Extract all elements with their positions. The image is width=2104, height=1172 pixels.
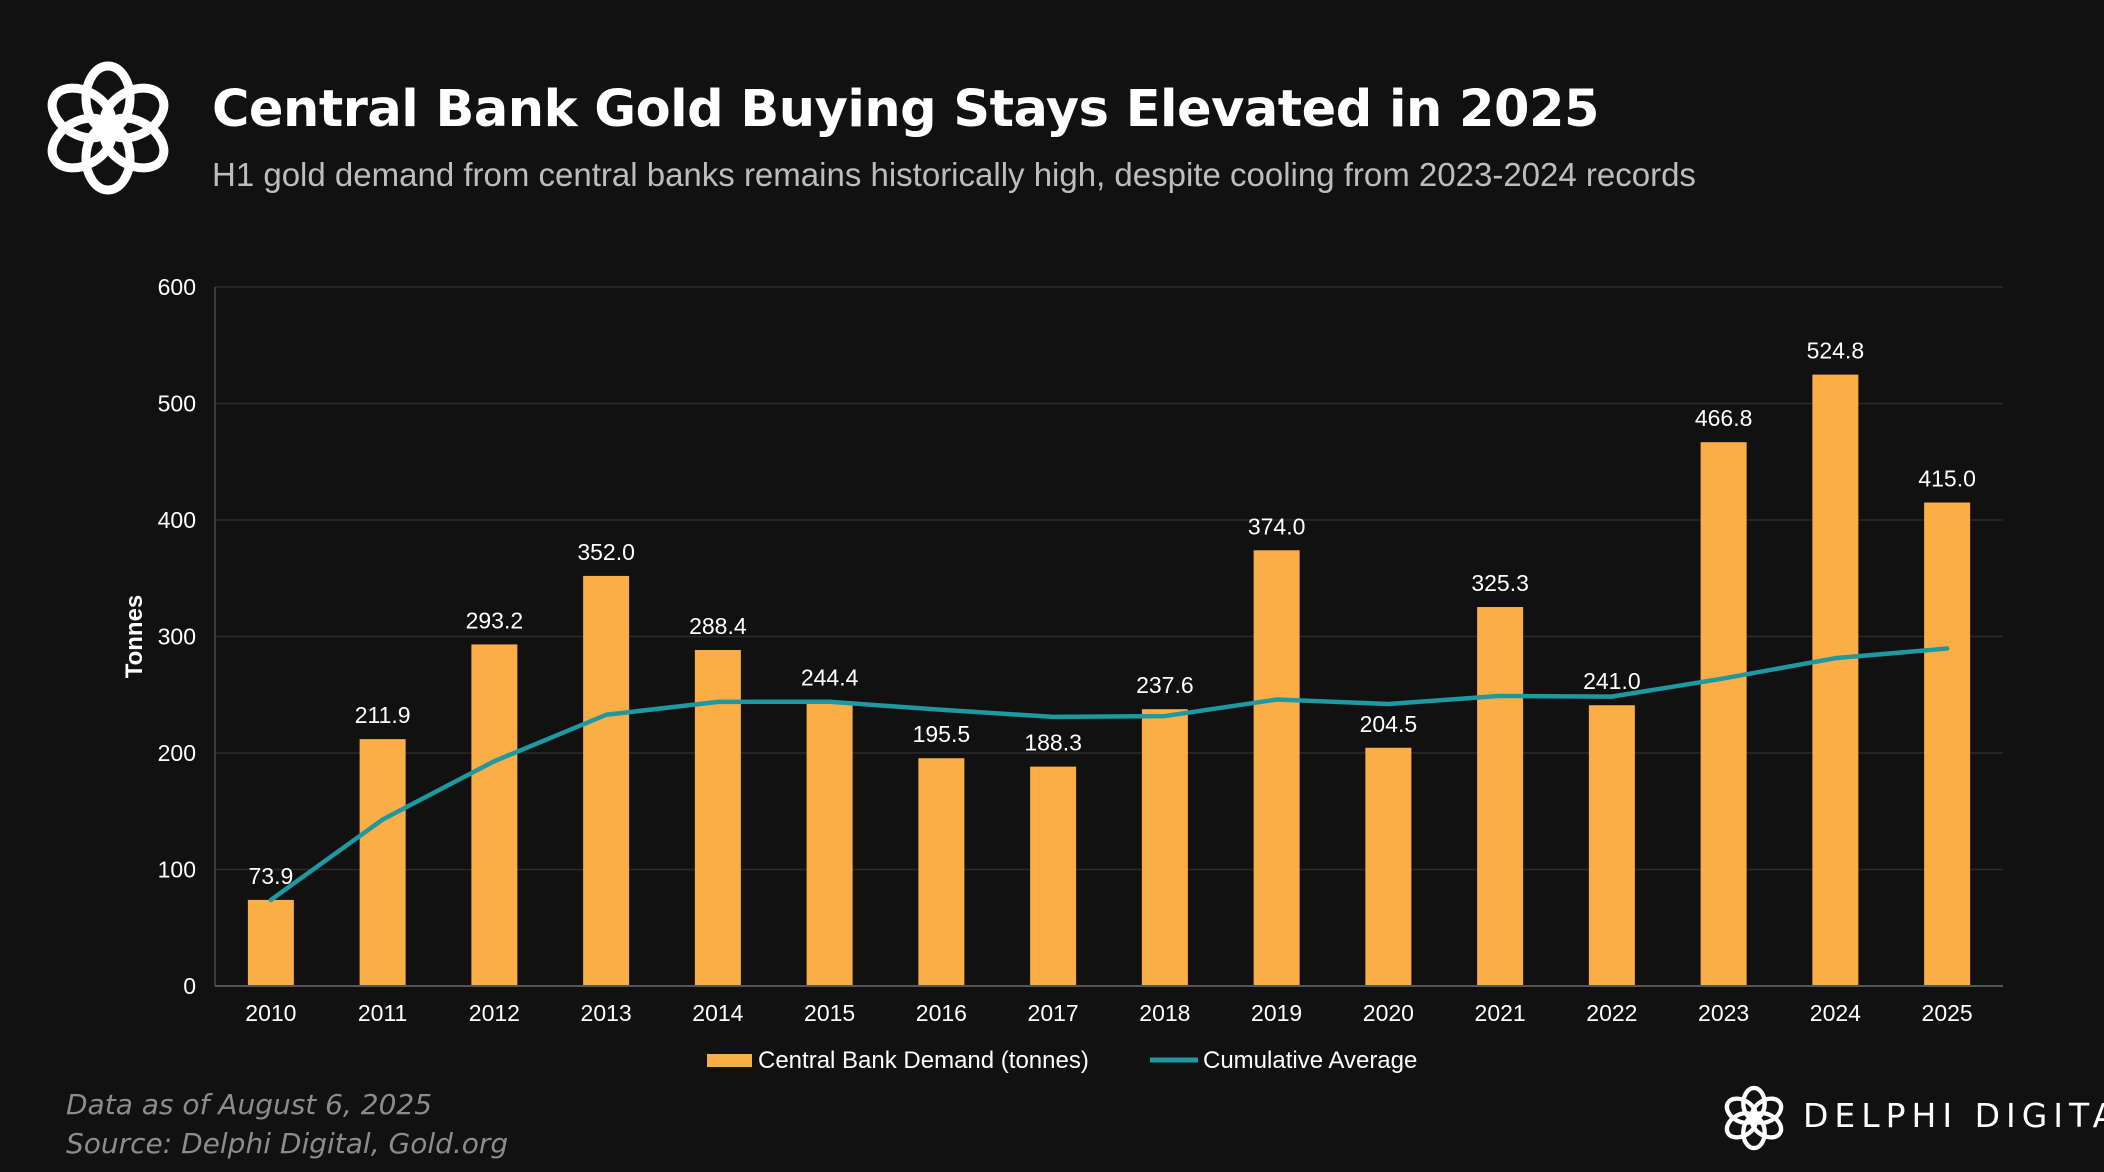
source-note: Source: Delphi Digital, Gold.org — [66, 1127, 509, 1160]
data-label: 374.0 — [1248, 513, 1306, 539]
bar — [1141, 709, 1188, 986]
y-axis: 0 100 200 300 400 500 600 Tonnes — [121, 274, 216, 999]
delphi-logo-icon — [47, 61, 169, 195]
data-label: 244.4 — [801, 664, 859, 690]
data-label: 325.3 — [1471, 570, 1529, 596]
x-tick-label: 2012 — [469, 1000, 520, 1026]
y-tick-label: 300 — [158, 624, 196, 650]
bar — [247, 899, 294, 986]
bar — [694, 650, 741, 986]
data-label: 415.0 — [1918, 466, 1976, 492]
y-axis-label: Tonnes — [121, 595, 148, 679]
x-tick-label: 2017 — [1028, 1000, 1079, 1026]
bar — [583, 575, 630, 986]
bar — [1924, 502, 1971, 986]
brand-name: DELPHI DIGITAL — [1803, 1096, 2104, 1135]
bar — [1365, 747, 1412, 986]
bar — [806, 701, 853, 986]
x-tick-label: 2022 — [1586, 1000, 1637, 1026]
x-tick-label: 2014 — [692, 1000, 743, 1026]
data-date-note: Data as of August 6, 2025 — [66, 1088, 433, 1121]
legend-bar-label: Central Bank Demand (tonnes) — [758, 1047, 1089, 1074]
bars — [247, 374, 1971, 987]
data-label: 466.8 — [1695, 405, 1753, 431]
bar — [1700, 442, 1747, 987]
data-labels: 73.9 211.9 293.2 352.0 288.4 244.4 195.5 188.3 2… — [248, 338, 1975, 889]
data-label: 211.9 — [355, 702, 411, 728]
data-label: 241.0 — [1583, 668, 1641, 694]
y-tick-label: 200 — [158, 740, 196, 766]
y-tick-label: 400 — [158, 507, 196, 533]
data-label: 204.5 — [1360, 711, 1418, 737]
data-label: 288.4 — [689, 613, 747, 639]
bar — [1253, 550, 1300, 986]
y-tick-label: 0 — [183, 973, 196, 999]
x-tick-label: 2021 — [1475, 1000, 1526, 1026]
legend-bar-swatch — [707, 1054, 752, 1067]
legend-line-label: Cumulative Average — [1203, 1047, 1417, 1074]
y-tick-label: 100 — [158, 857, 196, 883]
x-tick-label: 2020 — [1363, 1000, 1414, 1026]
x-tick-label: 2013 — [581, 1000, 632, 1026]
chart-title: Central Bank Gold Buying Stays Elevated … — [212, 80, 1600, 139]
brand-mark: DELPHI DIGITAL — [1720, 1084, 2104, 1154]
chart-subtitle: H1 gold demand from central banks remain… — [212, 156, 1696, 193]
x-axis: 2010 2011 2012 2013 2014 2015 2016 2017 2018 2019… — [215, 985, 2003, 1026]
y-tick-label: 600 — [158, 274, 196, 300]
x-tick-label: 2016 — [916, 1000, 967, 1026]
bar — [1477, 607, 1524, 986]
bar — [1588, 705, 1635, 986]
data-label: 524.8 — [1807, 338, 1865, 364]
y-tick-label: 500 — [158, 391, 196, 417]
bar — [918, 758, 965, 986]
data-label: 188.3 — [1024, 730, 1082, 756]
data-label: 293.2 — [466, 607, 524, 633]
bar — [1812, 374, 1859, 986]
x-tick-label: 2023 — [1698, 1000, 1749, 1026]
x-tick-label: 2015 — [804, 1000, 855, 1026]
bar — [471, 644, 518, 986]
x-tick-label: 2010 — [245, 1000, 296, 1026]
cumulative-line — [268, 646, 1950, 903]
data-label: 73.9 — [248, 863, 293, 889]
bar — [359, 739, 406, 986]
x-tick-label: 2024 — [1810, 1000, 1861, 1026]
data-label: 237.6 — [1136, 672, 1194, 698]
data-label: 352.0 — [577, 539, 635, 565]
cumulative-average-line — [268, 646, 1950, 903]
legend: Central Bank Demand (tonnes) Cumulative A… — [707, 1047, 1417, 1074]
x-tick-label: 2019 — [1251, 1000, 1302, 1026]
bar — [1030, 766, 1077, 986]
delphi-brand-icon — [1724, 1085, 1784, 1151]
x-tick-label: 2011 — [358, 1000, 407, 1026]
x-tick-label: 2018 — [1139, 1000, 1190, 1026]
data-label: 195.5 — [913, 721, 971, 747]
x-tick-label: 2025 — [1922, 1000, 1973, 1026]
